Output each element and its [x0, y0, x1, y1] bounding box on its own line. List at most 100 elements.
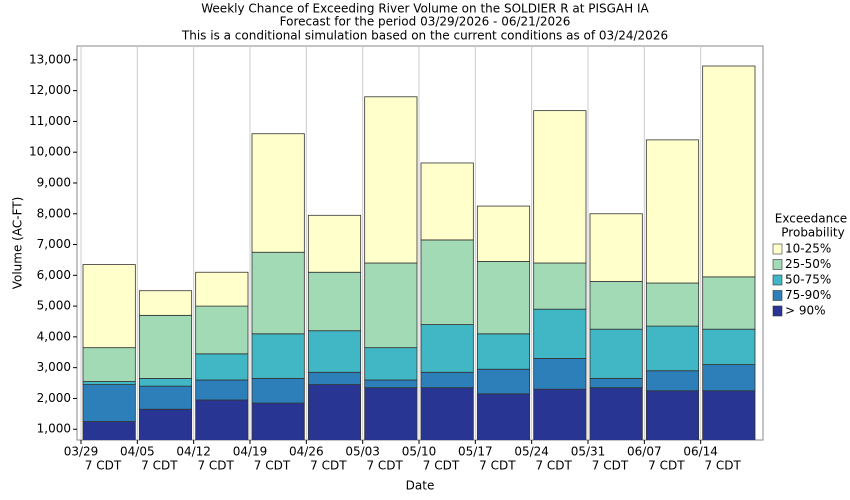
- y-tick-label: 6,000: [37, 268, 71, 282]
- y-tick-label: 12,000: [29, 83, 71, 97]
- bar-segment: [420, 162, 474, 241]
- bar-segment: [251, 333, 305, 379]
- y-tick-label: 3,000: [37, 360, 71, 374]
- y-axis-label: Volume (AC-FT): [11, 197, 25, 290]
- bar-segment: [82, 384, 136, 422]
- bar-segment: [589, 281, 643, 330]
- bar-segment: [476, 333, 531, 370]
- bar-segment: [645, 282, 700, 327]
- legend-swatch: [772, 274, 783, 286]
- bar-segment: [138, 378, 193, 387]
- x-tick-sublabel: 7 CDT: [423, 459, 460, 473]
- bar-segment: [589, 387, 643, 440]
- bar-segment: [645, 325, 700, 372]
- x-tick-label: 05/03: [345, 445, 380, 459]
- bar-segment: [702, 328, 756, 365]
- x-tick-sublabel: 7 CDT: [85, 459, 122, 473]
- x-tick-sublabel: 7 CDT: [310, 459, 347, 473]
- y-tick-label: 11,000: [29, 114, 71, 128]
- bar-segment: [589, 213, 643, 282]
- x-tick-sublabel: 7 CDT: [648, 459, 685, 473]
- bar-segment: [702, 65, 756, 278]
- bar-segment: [195, 379, 249, 401]
- bar-segment: [138, 290, 193, 316]
- bar-segment: [138, 408, 193, 440]
- x-tick-sublabel: 7 CDT: [592, 459, 629, 473]
- bar-segment: [645, 390, 700, 440]
- bar-segment: [589, 378, 643, 389]
- y-tick-label: 10,000: [29, 145, 71, 159]
- x-tick-sublabel: 7 CDT: [141, 459, 178, 473]
- legend-label: 10-25%: [785, 242, 831, 256]
- bar-segment: [195, 353, 249, 381]
- y-tick-label: 8,000: [37, 206, 71, 220]
- bar-segment: [195, 399, 249, 440]
- bar-segment: [364, 347, 418, 381]
- y-tick-label: 7,000: [37, 237, 71, 251]
- bar-segment: [533, 262, 587, 310]
- bar-segment: [645, 370, 700, 392]
- bar-segment: [364, 262, 418, 349]
- bar-segment: [476, 261, 531, 335]
- x-axis-label: Date: [406, 479, 435, 493]
- x-tick-label: 04/26: [289, 445, 324, 459]
- x-tick-sublabel: 7 CDT: [704, 459, 741, 473]
- bar-segment: [533, 110, 587, 264]
- x-tick-label: 06/07: [627, 445, 662, 459]
- legend-title: Probability: [781, 226, 844, 240]
- y-tick-label: 5,000: [37, 299, 71, 313]
- bar-segment: [138, 314, 193, 379]
- x-tick-sublabel: 7 CDT: [535, 459, 572, 473]
- bar-segment: [82, 347, 136, 382]
- x-tick-sublabel: 7 CDT: [366, 459, 403, 473]
- chart-note: This is a conditional simulation based o…: [181, 29, 668, 43]
- bar-segment: [420, 371, 474, 389]
- chart-subtitle: Forecast for the period 03/29/2026 - 06/…: [280, 15, 571, 29]
- legend-label: 50-75%: [785, 273, 831, 287]
- bar-segment: [702, 390, 756, 440]
- x-tick-sublabel: 7 CDT: [479, 459, 516, 473]
- legend-label: 25-50%: [785, 257, 831, 271]
- bar-segment: [307, 271, 362, 332]
- x-tick-label: 06/14: [683, 445, 718, 459]
- bar-segment: [533, 358, 587, 390]
- x-tick-label: 05/10: [402, 445, 437, 459]
- bar-segment: [251, 378, 305, 404]
- bar-segment: [195, 305, 249, 355]
- x-tick-sublabel: 7 CDT: [197, 459, 234, 473]
- bar-segment: [364, 379, 418, 389]
- x-tick-label: 04/12: [176, 445, 211, 459]
- bar-segment: [476, 205, 531, 262]
- x-tick-label: 05/24: [514, 445, 549, 459]
- bar-segment: [307, 330, 362, 373]
- legend-swatch: [772, 259, 783, 270]
- chart-title: Weekly Chance of Exceeding River Volume …: [201, 2, 649, 16]
- bar-segment: [82, 381, 136, 385]
- y-tick-label: 4,000: [37, 329, 71, 343]
- legend-swatch: [772, 305, 783, 317]
- bar-segment: [138, 385, 193, 410]
- bar-segment: [195, 271, 249, 307]
- bars: [80, 46, 756, 440]
- bar-segment: [364, 96, 418, 264]
- bar-segment: [702, 364, 756, 392]
- bar-segment: [307, 214, 362, 273]
- legend-label: > 90%: [785, 304, 826, 318]
- y-tick-label: 13,000: [29, 52, 71, 66]
- legend-label: 75-90%: [785, 288, 831, 302]
- legend-title: Exceedance: [775, 212, 847, 226]
- bar-segment: [307, 371, 362, 385]
- x-tick-label: 05/17: [458, 445, 493, 459]
- legend-swatch: [772, 290, 783, 301]
- x-tick-sublabel: 7 CDT: [254, 459, 291, 473]
- x-tick-label: 03/29: [64, 445, 99, 459]
- bar-segment: [82, 264, 136, 349]
- x-tick-label: 04/05: [120, 445, 155, 459]
- y-tick-label: 2,000: [37, 391, 71, 405]
- bar-segment: [702, 276, 756, 330]
- bar-segment: [645, 139, 700, 284]
- x-tick-label: 04/19: [233, 445, 268, 459]
- legend-swatch: [772, 243, 783, 255]
- bar-segment: [420, 324, 474, 373]
